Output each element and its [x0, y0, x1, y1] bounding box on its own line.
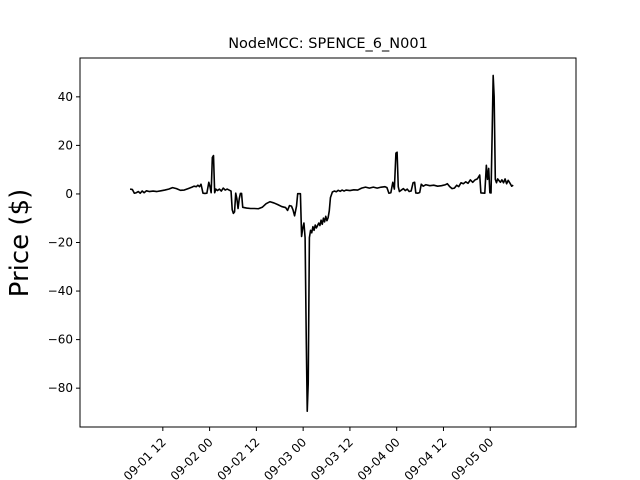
y-tick-label: −20: [48, 236, 73, 250]
y-tick-label: 20: [58, 138, 73, 152]
y-axis-ticks: 40 20 0 −20 −40 −60 −80: [48, 90, 80, 395]
y-tick-label: −80: [48, 381, 73, 395]
y-axis-label: Price ($): [5, 189, 35, 298]
series-line: [129, 74, 514, 413]
y-tick-label: −60: [48, 333, 73, 347]
plot-area-frame: [79, 57, 577, 428]
y-tick-label: −40: [48, 284, 73, 298]
chart-title: NodeMCC: SPENCE_6_N001: [228, 36, 428, 52]
series-layer: [129, 74, 514, 413]
y-tick-label: 40: [58, 90, 73, 104]
y-tick-label: 0: [65, 187, 73, 201]
